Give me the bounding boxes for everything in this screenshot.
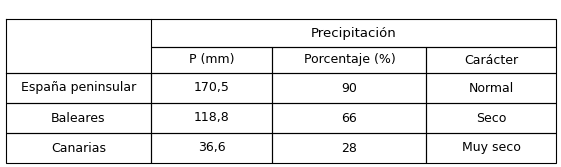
Bar [273,73,426,103]
Text: 36,6: 36,6 [198,141,226,154]
Bar [426,47,556,73]
Bar [426,73,556,103]
Bar [151,73,273,103]
Bar [6,103,151,133]
Bar [151,103,273,133]
Bar [273,133,426,163]
Text: Canarias: Canarias [51,141,106,154]
Text: Carácter: Carácter [464,53,518,66]
Bar [151,19,556,47]
Text: 90: 90 [342,81,357,95]
Bar [151,47,273,73]
Text: Precipitación: Precipitación [311,27,397,40]
Text: 118,8: 118,8 [194,112,229,125]
Text: 28: 28 [342,141,357,154]
Bar [151,133,273,163]
Text: Baleares: Baleares [51,112,106,125]
Text: Seco: Seco [476,112,507,125]
Bar [6,73,151,103]
Text: España peninsular: España peninsular [21,81,136,95]
Text: Porcentaje (%): Porcentaje (%) [304,53,396,66]
Bar [273,103,426,133]
Text: Muy seco: Muy seco [462,141,521,154]
Text: Normal: Normal [468,81,514,95]
Bar [6,133,151,163]
Text: P (mm): P (mm) [189,53,234,66]
Bar [273,47,426,73]
Text: 170,5: 170,5 [194,81,229,95]
Text: 66: 66 [342,112,357,125]
Bar [426,133,556,163]
Bar [426,103,556,133]
